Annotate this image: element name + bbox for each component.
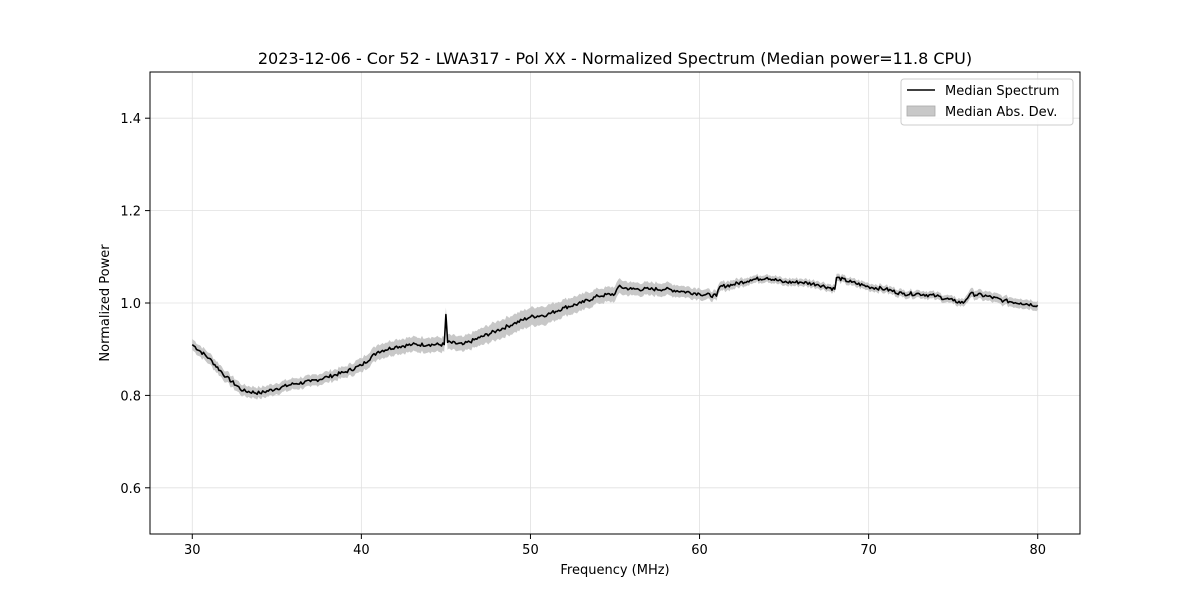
x-tick-label: 80 [1029,543,1046,558]
y-tick-label: 1.2 [120,205,141,220]
x-tick-label: 70 [860,543,877,558]
median-spectrum-line [191,276,1039,396]
x-tick-label: 60 [691,543,708,558]
y-tick-label: 0.6 [120,482,141,497]
legend-box [900,78,1074,126]
y-axis-label: Normalized Power [98,244,113,362]
x-tick-label: 50 [522,543,539,558]
x-tick-label: 40 [353,543,370,558]
y-tick-label: 0.8 [120,389,141,404]
legend-mad-swatch [906,105,936,117]
chart-title: 2023-12-06 - Cor 52 - LWA317 - Pol XX - … [258,49,972,68]
x-axis-label: Frequency (MHz) [560,563,669,578]
y-tick-label: 1.0 [120,297,141,312]
x-tick-label: 30 [184,543,201,558]
legend-median-label: Median Spectrum [945,84,1059,99]
legend-mad-label: Median Abs. Dev. [945,105,1057,120]
legend: Median Spectrum Median Abs. Dev. [900,78,1074,126]
median-abs-dev-band [192,273,1038,400]
y-tick-label: 1.4 [120,112,141,127]
x-axis-ticks: 30 40 50 60 70 80 [184,534,1046,558]
y-axis-ticks: 0.6 0.8 1.0 1.2 1.4 [120,112,150,497]
